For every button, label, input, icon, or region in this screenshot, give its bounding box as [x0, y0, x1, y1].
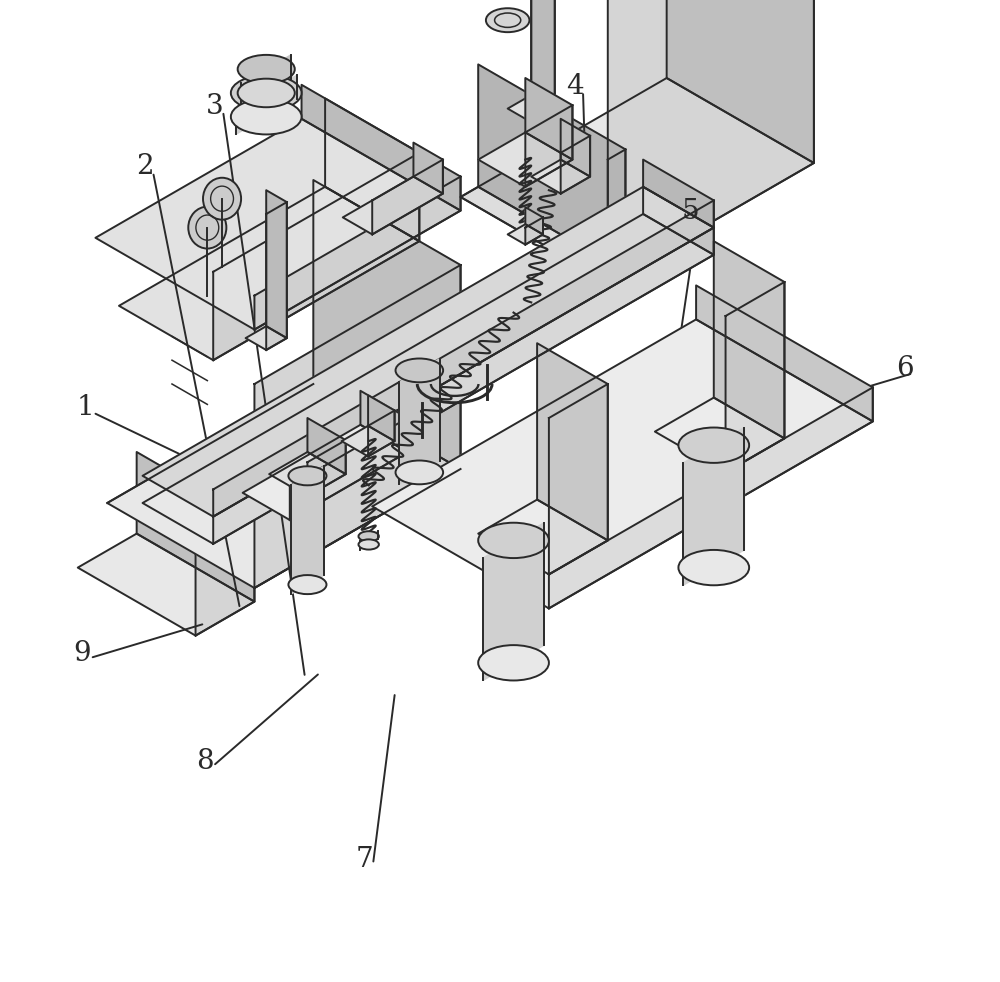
Ellipse shape: [358, 531, 379, 541]
Polygon shape: [537, 343, 608, 540]
Polygon shape: [478, 133, 572, 187]
Polygon shape: [313, 180, 461, 469]
Polygon shape: [531, 0, 555, 109]
Ellipse shape: [231, 99, 302, 135]
Polygon shape: [343, 177, 443, 235]
Ellipse shape: [478, 645, 549, 681]
Polygon shape: [643, 187, 714, 254]
Polygon shape: [549, 384, 608, 574]
Polygon shape: [307, 418, 346, 474]
Polygon shape: [399, 358, 440, 484]
Polygon shape: [368, 410, 395, 457]
Polygon shape: [302, 84, 461, 210]
Ellipse shape: [288, 466, 326, 485]
Text: 9: 9: [73, 639, 91, 667]
Polygon shape: [478, 500, 608, 574]
Polygon shape: [531, 0, 555, 122]
Polygon shape: [290, 418, 408, 520]
Polygon shape: [643, 160, 714, 228]
Polygon shape: [291, 466, 324, 594]
Polygon shape: [413, 142, 443, 193]
Ellipse shape: [238, 55, 295, 83]
Polygon shape: [143, 214, 714, 544]
Polygon shape: [78, 533, 254, 635]
Text: 1: 1: [76, 394, 94, 421]
Polygon shape: [549, 388, 873, 609]
Polygon shape: [372, 319, 873, 609]
Polygon shape: [241, 55, 291, 107]
Polygon shape: [360, 391, 408, 452]
Polygon shape: [461, 187, 625, 282]
Polygon shape: [561, 119, 590, 177]
Text: 5: 5: [681, 197, 699, 225]
Polygon shape: [372, 160, 443, 235]
Text: 8: 8: [196, 747, 214, 775]
Polygon shape: [667, 0, 814, 163]
Polygon shape: [561, 136, 590, 193]
Polygon shape: [266, 191, 287, 338]
Polygon shape: [508, 95, 555, 122]
Ellipse shape: [396, 461, 443, 484]
Ellipse shape: [238, 79, 295, 107]
Polygon shape: [696, 286, 873, 421]
Ellipse shape: [678, 427, 749, 463]
Polygon shape: [683, 427, 744, 585]
Polygon shape: [483, 522, 544, 681]
Ellipse shape: [203, 178, 241, 220]
Polygon shape: [461, 78, 814, 282]
Polygon shape: [254, 265, 461, 588]
Polygon shape: [525, 217, 543, 245]
Polygon shape: [213, 153, 419, 360]
Polygon shape: [525, 105, 572, 187]
Polygon shape: [525, 78, 572, 160]
Polygon shape: [726, 282, 784, 472]
Polygon shape: [107, 384, 461, 588]
Polygon shape: [266, 202, 287, 350]
Ellipse shape: [678, 550, 749, 585]
Polygon shape: [196, 520, 254, 635]
Ellipse shape: [358, 539, 379, 550]
Polygon shape: [478, 65, 625, 272]
Polygon shape: [342, 426, 395, 457]
Polygon shape: [254, 177, 461, 330]
Ellipse shape: [486, 8, 529, 32]
Ellipse shape: [288, 575, 326, 594]
Text: 4: 4: [566, 73, 584, 100]
Polygon shape: [360, 531, 378, 550]
Ellipse shape: [188, 206, 226, 248]
Polygon shape: [508, 224, 543, 245]
Text: 6: 6: [896, 355, 914, 382]
Polygon shape: [269, 452, 346, 496]
Ellipse shape: [396, 358, 443, 382]
Text: 3: 3: [206, 92, 224, 120]
Polygon shape: [531, 160, 590, 193]
Polygon shape: [137, 452, 254, 602]
Polygon shape: [119, 187, 419, 360]
Polygon shape: [608, 0, 814, 282]
Polygon shape: [95, 119, 461, 330]
Polygon shape: [714, 242, 784, 438]
Text: 2: 2: [136, 153, 154, 181]
Ellipse shape: [231, 76, 302, 111]
Polygon shape: [608, 149, 625, 282]
Polygon shape: [213, 200, 714, 517]
Polygon shape: [243, 425, 408, 520]
Polygon shape: [525, 207, 543, 235]
Text: 7: 7: [356, 846, 374, 873]
Polygon shape: [143, 187, 714, 517]
Polygon shape: [236, 76, 297, 135]
Polygon shape: [246, 326, 287, 350]
Polygon shape: [307, 440, 346, 496]
Ellipse shape: [478, 522, 549, 558]
Polygon shape: [213, 228, 714, 544]
Polygon shape: [655, 398, 784, 472]
Polygon shape: [325, 98, 419, 242]
Polygon shape: [368, 395, 395, 441]
